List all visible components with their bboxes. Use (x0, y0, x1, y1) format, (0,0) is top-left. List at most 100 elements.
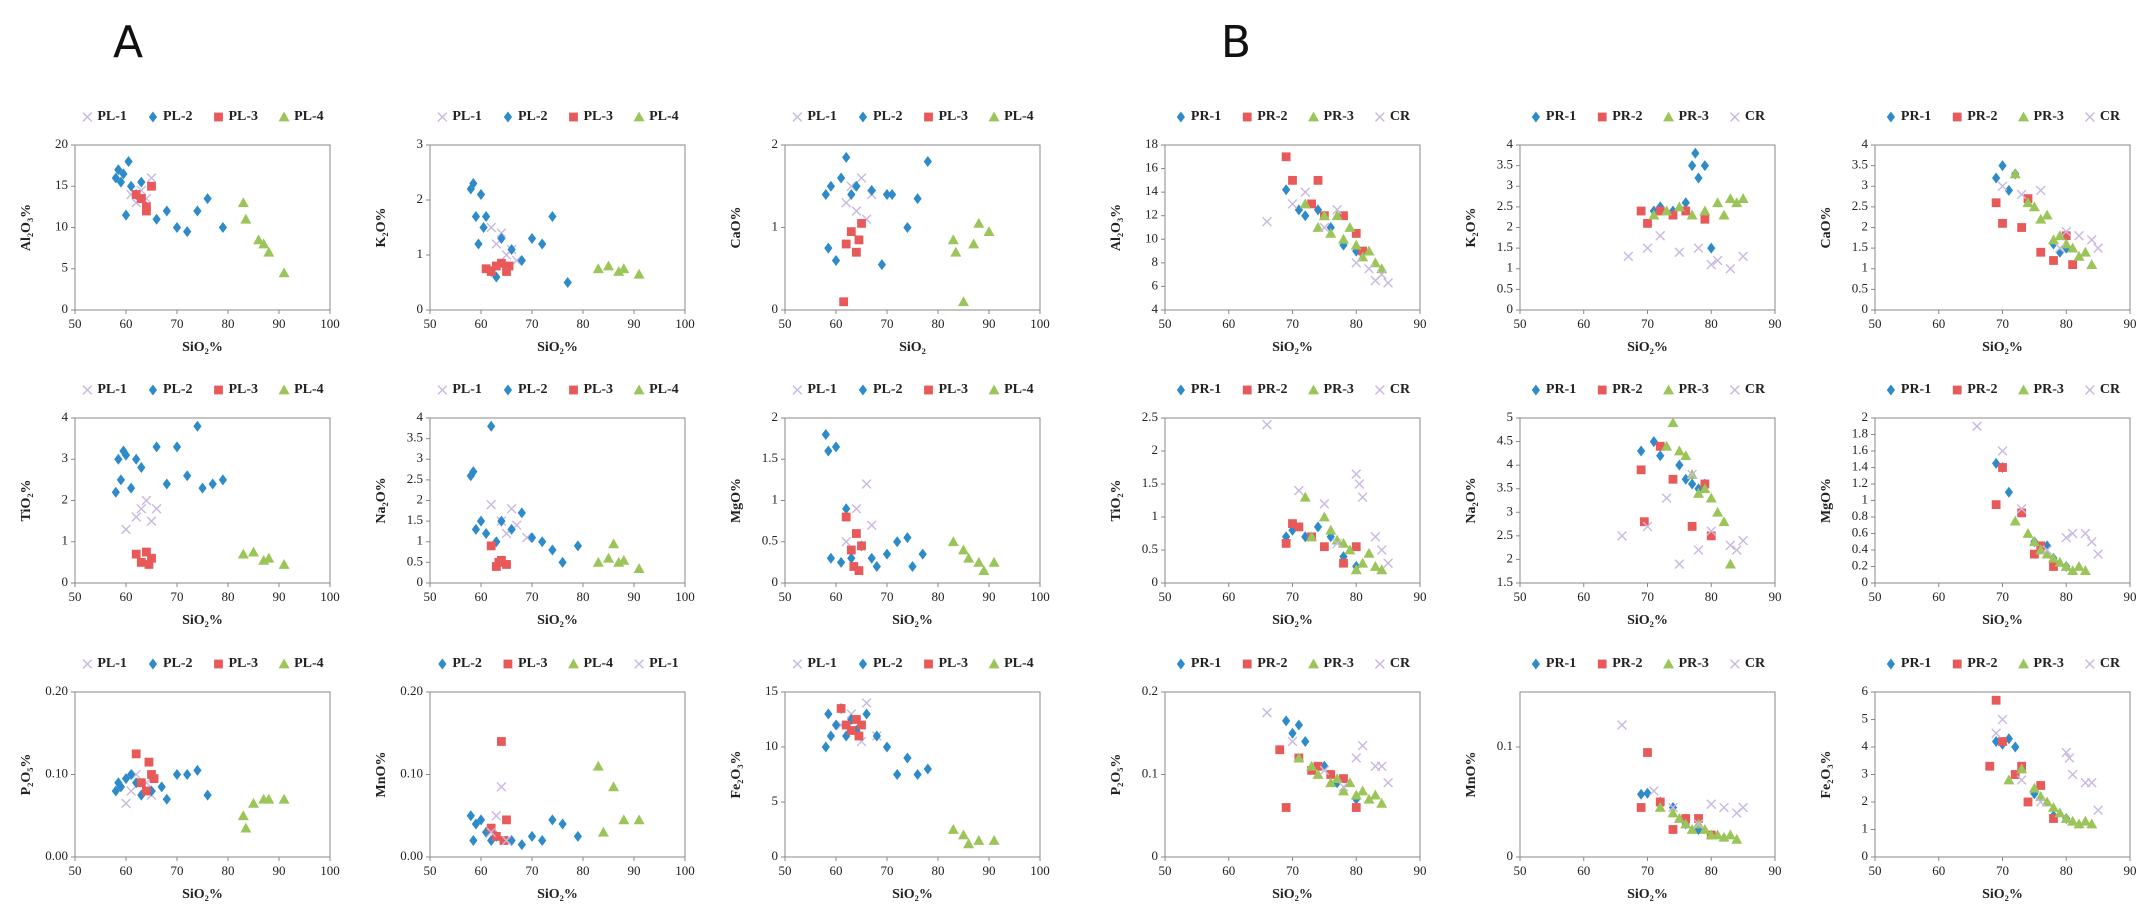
marker (471, 523, 481, 535)
marker (2023, 797, 2033, 807)
legend-marker (924, 385, 933, 395)
x-tick-label: 90 (2124, 316, 2137, 331)
marker (1299, 491, 1311, 502)
legend-marker (437, 112, 448, 122)
marker (1675, 459, 1684, 471)
marker (854, 235, 864, 245)
marker (548, 814, 557, 826)
marker (1700, 214, 1710, 224)
legend-label: PR-3 (1679, 382, 1709, 397)
marker (1712, 506, 1724, 517)
legend-label: PL-4 (294, 382, 324, 397)
marker (592, 263, 604, 274)
y-tick-label: 0 (772, 301, 779, 316)
marker (132, 453, 141, 465)
marker (1661, 493, 1672, 504)
marker (237, 197, 249, 208)
y-tick-label: 4 (1507, 136, 1514, 151)
marker (2073, 250, 2085, 261)
marker (893, 769, 902, 780)
marker (263, 793, 275, 804)
marker (2009, 515, 2021, 526)
marker (486, 827, 497, 838)
legend-marker (924, 112, 933, 122)
marker (1725, 263, 1736, 274)
marker (903, 222, 912, 233)
marker (2073, 561, 2085, 571)
marker (2016, 763, 2028, 774)
marker (1293, 752, 1305, 763)
marker (1998, 160, 2007, 172)
marker (1313, 175, 1323, 185)
marker (903, 752, 912, 764)
marker (1636, 803, 1646, 812)
marker (603, 552, 614, 563)
legend-marker (924, 659, 933, 669)
marker (1623, 251, 1634, 262)
x-axis-label: SiO₂% (1272, 613, 1313, 628)
marker (573, 540, 583, 552)
legend-label: PR-1 (1901, 656, 1931, 671)
marker (1262, 419, 1272, 430)
marker (563, 277, 572, 288)
y-axis-label: MnO% (374, 752, 389, 798)
marker (278, 793, 290, 804)
marker (633, 814, 645, 825)
x-tick-label: 70 (1641, 863, 1654, 878)
y-tick-label: 4 (1152, 301, 1159, 316)
marker (2022, 528, 2034, 538)
marker (1357, 492, 1368, 503)
marker (1655, 230, 1666, 241)
legend: PR-1 PR-2 PR-3 CR (1886, 656, 2121, 671)
legend-marker (1663, 111, 1675, 122)
marker (913, 769, 922, 780)
legend-label: PL-3 (939, 382, 969, 397)
marker (1693, 545, 1704, 555)
marker (958, 544, 969, 555)
x-axis-label: SiO₂% (537, 613, 578, 628)
marker (240, 213, 252, 224)
y-tick-label: 2 (62, 491, 69, 506)
marker (2035, 213, 2047, 224)
marker (1383, 277, 1394, 288)
marker (2035, 544, 2047, 555)
y-tick-label: 2 (1862, 218, 1869, 233)
legend: PL-2 PL-3 PL-4 PL-1 (438, 656, 679, 671)
marker (973, 217, 985, 228)
plot-frame (784, 144, 1041, 311)
legend-marker (1531, 658, 1541, 670)
marker (2061, 747, 2072, 758)
marker (538, 238, 547, 250)
x-tick-label: 60 (475, 316, 488, 331)
marker (2074, 230, 2084, 241)
marker (1351, 542, 1361, 552)
marker (1738, 535, 1749, 546)
legend-marker (2018, 658, 2030, 669)
legend-marker (148, 111, 158, 123)
y-tick-label: 15 (55, 177, 68, 192)
marker (253, 234, 265, 245)
plot-frame (74, 417, 331, 584)
x-tick-label: 100 (1030, 863, 1050, 878)
marker (193, 764, 202, 776)
marker (950, 246, 962, 257)
legend-marker (858, 111, 868, 123)
legend-marker (2084, 112, 2095, 122)
y-tick-label: 3 (1862, 765, 1869, 780)
marker (1318, 511, 1330, 522)
marker (149, 774, 159, 784)
marker (146, 516, 157, 527)
y-tick-label: 3 (417, 450, 424, 465)
marker (903, 532, 912, 544)
marker (968, 238, 980, 249)
marker (923, 763, 932, 775)
marker (1376, 263, 1388, 274)
y-tick-label: 1 (417, 533, 424, 548)
marker (2016, 189, 2027, 200)
marker (517, 839, 526, 851)
plot-frame (1164, 144, 1421, 311)
legend-marker (503, 659, 513, 669)
marker (923, 156, 932, 167)
marker (603, 260, 614, 271)
x-axis-label: SiO₂% (1627, 340, 1668, 355)
